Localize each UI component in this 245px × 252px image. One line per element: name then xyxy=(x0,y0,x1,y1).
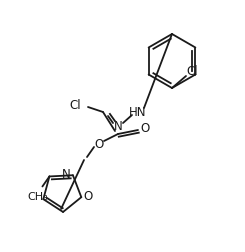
Text: CH₃: CH₃ xyxy=(27,192,48,202)
Text: Cl: Cl xyxy=(69,98,81,111)
Text: N: N xyxy=(114,120,122,133)
Text: O: O xyxy=(94,138,104,151)
Text: N: N xyxy=(61,167,70,180)
Text: O: O xyxy=(84,189,93,202)
Text: Cl: Cl xyxy=(186,64,198,77)
Text: O: O xyxy=(140,121,150,134)
Text: HN: HN xyxy=(129,105,147,118)
